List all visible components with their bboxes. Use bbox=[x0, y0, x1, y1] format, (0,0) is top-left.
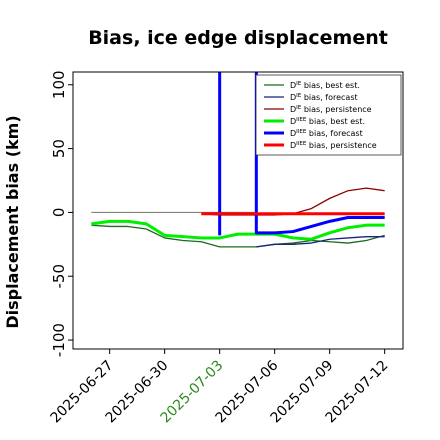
chart-title: Bias, ice edge displacement bbox=[88, 27, 388, 49]
legend-label: DIIEE bias, best est. bbox=[290, 117, 365, 126]
series-line-3 bbox=[201, 187, 385, 216]
legend-label: DIE bias, persistence bbox=[290, 105, 372, 114]
legend-label: DIIEE bias, forecast bbox=[290, 129, 363, 138]
legend-label: DIE bias, best est. bbox=[290, 81, 360, 90]
y-tick-label: 50 bbox=[50, 139, 68, 158]
series-line-1 bbox=[91, 224, 385, 248]
legend-box bbox=[255, 74, 402, 156]
legend-label: DIIEE bias, persistence bbox=[290, 141, 377, 150]
y-axis-label: Displacement bias (km) bbox=[3, 115, 22, 328]
y-tick-label: 100 bbox=[50, 70, 68, 99]
series-line-2 bbox=[256, 236, 385, 248]
y-tick-label: -100 bbox=[50, 323, 68, 357]
series-line-5 bbox=[218, 72, 385, 236]
y-tick-label: -50 bbox=[50, 264, 68, 289]
series-line-4 bbox=[91, 219, 385, 241]
legend-label: DIE bias, forecast bbox=[290, 93, 358, 102]
plot-frame bbox=[72, 71, 404, 350]
y-tick-label: 0 bbox=[50, 208, 68, 218]
